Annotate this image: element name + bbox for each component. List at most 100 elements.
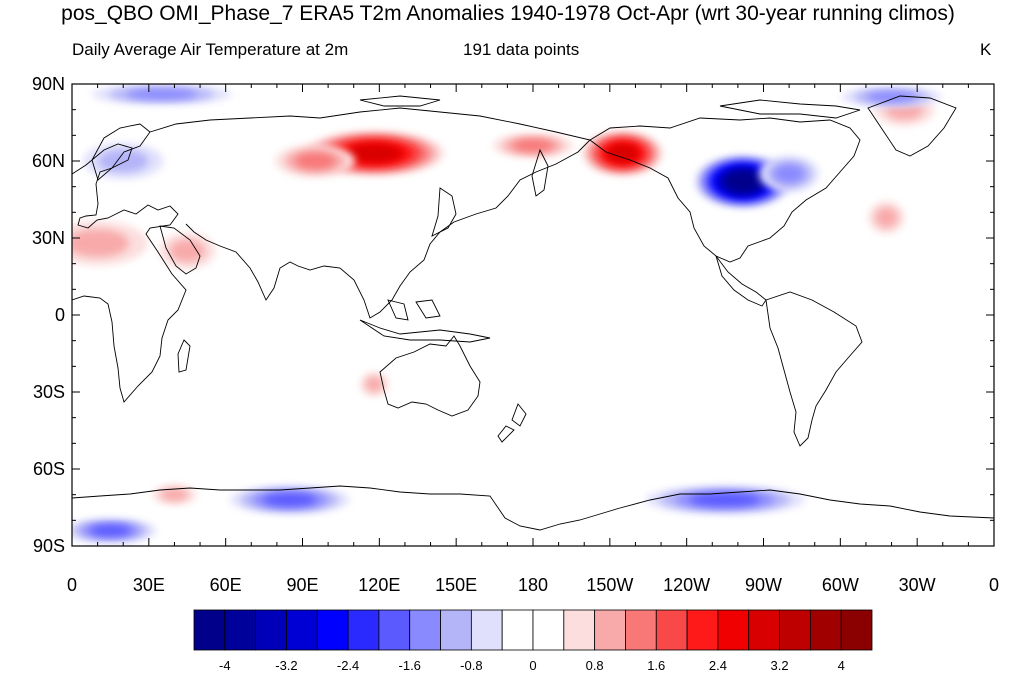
longitude-labels: 0 30E 60E 90E 120E 150E 180 150W 120W 90W 60W 30W 0 [67, 575, 999, 595]
colorbar-label: 2.4 [709, 658, 727, 673]
coastline-central-america [715, 255, 767, 307]
colorbar-swatch [655, 609, 688, 651]
coastline-australia [379, 335, 481, 417]
colorbar-label: 0.8 [586, 658, 604, 673]
coastline-greenland [867, 95, 957, 157]
anomaly-blob [83, 143, 164, 179]
anomaly-blob [91, 84, 232, 105]
anomaly-contour [169, 239, 205, 263]
anomaly-blob [360, 372, 389, 397]
colorbar-swatch [440, 609, 472, 651]
anomaly-blob [72, 221, 148, 266]
colorbar-label: 4 [838, 658, 845, 673]
units-label: K [980, 40, 992, 59]
colorbar-label: -3.2 [275, 658, 297, 673]
anomaly-contour [875, 207, 898, 228]
lon-tick-label: 0 [989, 575, 999, 595]
anomaly-contour [690, 493, 761, 506]
latitude-labels: 90N 60N 30N 0 30S 60S 90S [32, 74, 65, 556]
coastline-arabia [159, 225, 201, 275]
anomaly-contour [774, 164, 805, 183]
colorbar-label: -2.4 [337, 658, 359, 673]
coastlines [72, 95, 994, 531]
colorbar-swatch [286, 609, 318, 651]
lon-tick-label: 150W [586, 575, 633, 595]
colorbar-label: 3.2 [771, 658, 789, 673]
coastline-arctic-islands [359, 95, 861, 119]
lon-tick-label: 60W [822, 575, 859, 595]
colorbar-swatch [594, 609, 626, 651]
lon-tick-label: 60E [210, 575, 242, 595]
colorbar-swatch [625, 609, 657, 651]
data-points-subtitle: 191 data points [463, 40, 580, 59]
colorbar-swatch [378, 609, 411, 651]
lon-tick-label: 90E [286, 575, 318, 595]
coastline-south-america [765, 291, 863, 447]
anomaly-contour [349, 145, 400, 162]
lat-tick-label: 90N [32, 74, 65, 94]
colorbar-swatch [347, 609, 380, 651]
anomaly-contour [365, 376, 383, 392]
coastline-indonesia [359, 299, 491, 343]
coastline-madagascar [177, 339, 191, 373]
anomaly-blob [841, 86, 942, 107]
lon-tick-label: 120W [663, 575, 710, 595]
lon-tick-label: 180 [518, 575, 548, 595]
anomaly-blob [159, 232, 216, 269]
lat-tick-label: 60S [33, 459, 65, 479]
anomaly-contour [866, 91, 917, 102]
anomaly-contour [295, 153, 336, 169]
anomaly-blob [72, 518, 157, 543]
colorbar-label: -0.8 [460, 658, 482, 673]
anomaly-contour [126, 89, 197, 100]
anomaly-contour [513, 139, 553, 152]
lat-tick-label: 30S [33, 382, 65, 402]
lon-tick-label: 30W [899, 575, 936, 595]
map-background [72, 84, 994, 546]
colorbar-swatch [193, 609, 226, 651]
colorbar-swatch [717, 609, 750, 651]
colorbar-labels: -4 -3.2 -2.4 -1.6 -0.8 0 0.8 1.6 2.4 3.2 4 [219, 658, 845, 673]
coastline-new-zealand [497, 403, 527, 443]
colorbar-label: 0 [529, 658, 536, 673]
lon-tick-label: 120E [358, 575, 400, 595]
lon-tick-label: 90W [745, 575, 782, 595]
anomaly-contour [608, 145, 637, 162]
lat-tick-label: 0 [55, 305, 65, 325]
colorbar-swatch [840, 609, 873, 651]
anomaly-contour [160, 488, 189, 501]
anomaly-blob [582, 131, 663, 176]
anomaly-blob [645, 485, 806, 514]
anomaly-blob [275, 145, 356, 177]
colorbar-swatch [532, 609, 565, 651]
coastline-asia [149, 107, 591, 319]
lon-tick-label: 150E [435, 575, 477, 595]
anomaly-contour [727, 173, 759, 190]
colorbar-swatch [748, 609, 780, 651]
colorbar-swatch [686, 609, 719, 651]
map-title: pos_QBO OMI_Phase_7 ERA5 T2m Anomalies 1… [61, 2, 955, 25]
colorbar-swatch [779, 609, 811, 651]
coastline-africa-europe [72, 143, 187, 403]
colorbar-swatch [470, 609, 503, 651]
coastline-scandinavia [91, 123, 151, 181]
anomaly-field [72, 84, 942, 543]
lon-tick-label: 0 [67, 575, 77, 595]
colorbar-swatch [409, 609, 441, 651]
variable-subtitle: Daily Average Air Temperature at 2m [72, 40, 349, 59]
coastline-japan [431, 187, 457, 237]
colorbar [193, 609, 873, 651]
lon-tick-label: 30E [133, 575, 165, 595]
coastline-kamchatka [531, 148, 549, 197]
anomaly-blob [229, 485, 350, 514]
anomaly-blob [868, 201, 905, 234]
colorbar-label: -1.6 [399, 658, 421, 673]
lat-tick-label: 30N [32, 228, 65, 248]
anomaly-contour [72, 229, 129, 257]
colorbar-swatch [316, 609, 349, 651]
anomaly-contour [263, 493, 316, 506]
colorbar-swatch [501, 609, 534, 651]
colorbar-label: -4 [219, 658, 231, 673]
anomaly-contour [98, 149, 149, 173]
colorbar-swatch [255, 609, 287, 651]
